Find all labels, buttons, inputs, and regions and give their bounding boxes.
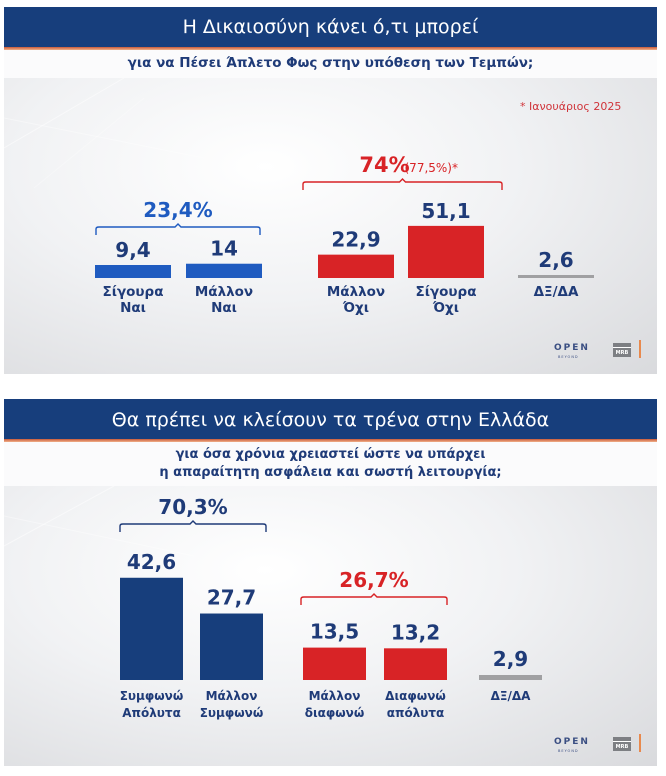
group-bracket [300,593,448,605]
bar [200,613,263,680]
category-label: Όχι [342,300,369,316]
group-bracket [302,178,503,190]
bar-value-label: 22,9 [331,228,380,252]
background-decoration [4,78,205,189]
subtitle-line: η απαραίτητη ασφάλεια και σωστή λειτουργ… [159,465,502,480]
logo-accent-bar [639,340,641,358]
bar [303,647,366,680]
category-label: Ναι [120,300,146,316]
header-accent-line [4,439,657,442]
mrb-logo: MRB [613,343,631,357]
category-label: Απόλυτα [122,706,181,720]
category-label: ΔΞ/ΔΑ [534,284,579,300]
open-logo: OPEN [554,737,590,747]
bar-value-label: 13,2 [391,620,440,644]
group-comparison-label: (77,5%)* [405,161,458,175]
bar [408,225,484,278]
category-label: διαφωνώ [305,706,365,720]
bar-value-label: 14 [210,237,238,261]
panel-subtitle: για όσα χρόνια χρειαστεί ώστε να υπάρχει… [4,442,657,486]
bar [318,254,394,278]
mrb-logo: MRB [613,737,631,751]
group-bracket [95,223,261,235]
date-footnote: * Ιανουάριος 2025 [520,100,622,113]
category-label: Μάλλον [206,689,258,703]
bar-value-label: 2,6 [538,248,573,272]
bar-value-label: 9,4 [115,238,150,262]
category-label: Συμφωνώ [200,706,264,720]
category-label: Συμφωνώ [120,689,184,703]
subtitle-line: για να Πέσει Άπλετο Φως στην υπόθεση των… [127,55,534,71]
category-label: Μάλλον [309,689,361,703]
panel-title: Θα πρέπει να κλείσουν τα τρένα στην Ελλά… [4,399,657,439]
group-bracket [119,520,267,532]
chart-area: 42,6 Συμφωνώ Απόλυτα 27,7 Μάλλον Συμφωνώ 13,5 Μ… [4,486,657,766]
category-label: Μάλλον [327,284,385,300]
category-label: Ναι [211,300,237,316]
poll-panel-justice: Η Δικαιοσύνη κάνει ό,τι μπορεί για να Πέ… [4,7,657,374]
category-label: Σίγουρα [415,284,476,300]
bar-chart-trains: 42,6 Συμφωνώ Απόλυτα 27,7 Μάλλον Συμφωνώ 13,5 Μ… [119,495,542,720]
category-label: ΔΞ/ΔΑ [491,689,532,703]
bar [518,275,594,278]
panel-title: Η Δικαιοσύνη κάνει ό,τι μπορεί [4,7,657,47]
bar [384,648,447,680]
group-total-label: 70,3% [158,495,227,519]
chart-area: * Ιανουάριος 2025 9,4 Σίγουρα Ναι 14 Μάλλον Ν… [4,78,657,374]
group-total-label: 26,7% [339,568,408,592]
bar [479,675,542,680]
bar-value-label: 51,1 [421,199,470,223]
header-accent-line [4,47,657,50]
subtitle-line: για όσα χρόνια χρειαστεί ώστε να υπάρχει [175,447,486,462]
group-total-label: 23,4% [143,198,212,222]
poll-panel-trains: Θα πρέπει να κλείσουν τα τρένα στην Ελλά… [4,399,657,766]
bar-value-label: 13,5 [310,620,359,644]
panel-subtitle: για να Πέσει Άπλετο Φως στην υπόθεση των… [4,50,657,78]
group-total-label: 74% [359,153,409,177]
bar-chart-justice: 9,4ΣίγουραΝαι14ΜάλλονΝαι22,9ΜάλλονΌχι51,… [95,153,594,316]
category-label: Μάλλον [195,284,253,300]
category-label: Σίγουρα [102,284,163,300]
category-label: Διαφωνώ [385,689,446,703]
bar [120,577,183,680]
open-tagline: BEYOND [558,749,579,753]
bar [186,263,262,278]
bar-value-label: 2,9 [493,647,528,671]
bar-value-label: 27,7 [207,586,256,610]
bar-value-label: 42,6 [127,550,176,574]
background-decoration [4,486,195,557]
category-label: απόλυτα [387,706,445,720]
bar [95,265,171,278]
open-tagline: BEYOND [558,355,579,359]
open-logo: OPEN [554,343,590,353]
category-label: Όχι [432,300,459,316]
logo-accent-bar [639,734,641,752]
